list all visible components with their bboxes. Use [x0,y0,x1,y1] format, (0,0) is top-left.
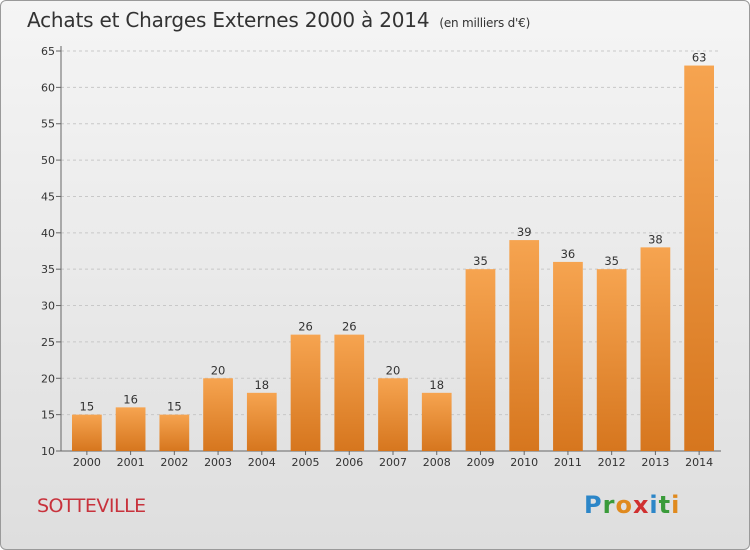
bar [465,269,496,451]
bar-value-label: 36 [561,247,576,261]
bar [246,392,277,451]
x-tick-label: 2007 [379,456,407,469]
commune-name: SOTTEVILLE [37,495,146,517]
y-tick-label: 45 [41,190,55,203]
bar [509,240,540,451]
y-tick-label: 55 [41,118,55,131]
bar-value-label: 15 [80,400,95,414]
bar [115,407,146,451]
logo-letter: P [584,491,603,519]
bar-value-label: 38 [648,232,663,246]
x-tick-label: 2002 [160,456,188,469]
x-tick-label: 2001 [117,456,145,469]
bar-value-label: 26 [298,320,313,334]
x-tick-label: 2003 [204,456,232,469]
logo-letter: o [615,491,633,519]
chart-title: Achats et Charges Externes 2000 à 2014 (e… [27,8,530,32]
bar-value-label: 39 [517,225,532,239]
x-tick-label: 2006 [335,456,363,469]
y-tick-label: 10 [41,445,55,458]
bar [203,378,233,451]
y-tick-label: 50 [41,154,55,167]
bar [553,261,583,451]
y-tick-label: 40 [41,227,55,240]
x-tick-label: 2013 [641,456,669,469]
bar-value-label: 15 [167,400,182,414]
x-tick-label: 2004 [248,456,276,469]
bar-value-label: 26 [342,320,357,334]
x-tick-label: 2005 [292,456,320,469]
x-tick-label: 2012 [598,456,626,469]
x-tick-label: 2010 [510,456,538,469]
bar-value-label: 16 [123,392,138,406]
bar-value-label: 35 [473,254,488,268]
bar-value-label: 18 [429,378,444,392]
bar-value-label: 63 [692,51,707,65]
bar [596,269,627,451]
y-tick-label: 60 [41,81,55,94]
bar [71,414,102,451]
y-tick-label: 20 [41,372,55,385]
x-tick-label: 2014 [685,456,713,469]
y-tick-label: 30 [41,300,55,313]
y-tick-label: 15 [41,409,55,422]
proxiti-logo: Proxiti [584,491,680,519]
subtitle-text: (en milliers d'€) [439,16,531,30]
x-tick-label: 2000 [73,456,101,469]
x-tick-label: 2009 [466,456,494,469]
x-tick-label: 2008 [423,456,451,469]
logo-letter: i [649,491,659,519]
bar-value-label: 35 [604,254,619,268]
bar [334,334,365,451]
bar [159,414,190,451]
logo-letter: x [632,491,650,519]
y-tick-label: 25 [41,336,55,349]
bar [684,65,715,451]
bar-value-label: 20 [386,363,401,377]
logo-letter: i [671,491,681,519]
bar [290,334,321,451]
bar [640,247,671,451]
bar [378,378,408,451]
y-tick-label: 65 [41,45,55,58]
y-tick-label: 35 [41,263,55,276]
bar-value-label: 18 [254,378,269,392]
bar-value-label: 20 [211,363,226,377]
logo-letter: t [658,491,672,519]
logo-letter: r [602,491,616,519]
title-text: Achats et Charges Externes 2000 à 2014 [27,8,430,32]
x-tick-label: 2011 [554,456,582,469]
bar [421,392,452,451]
